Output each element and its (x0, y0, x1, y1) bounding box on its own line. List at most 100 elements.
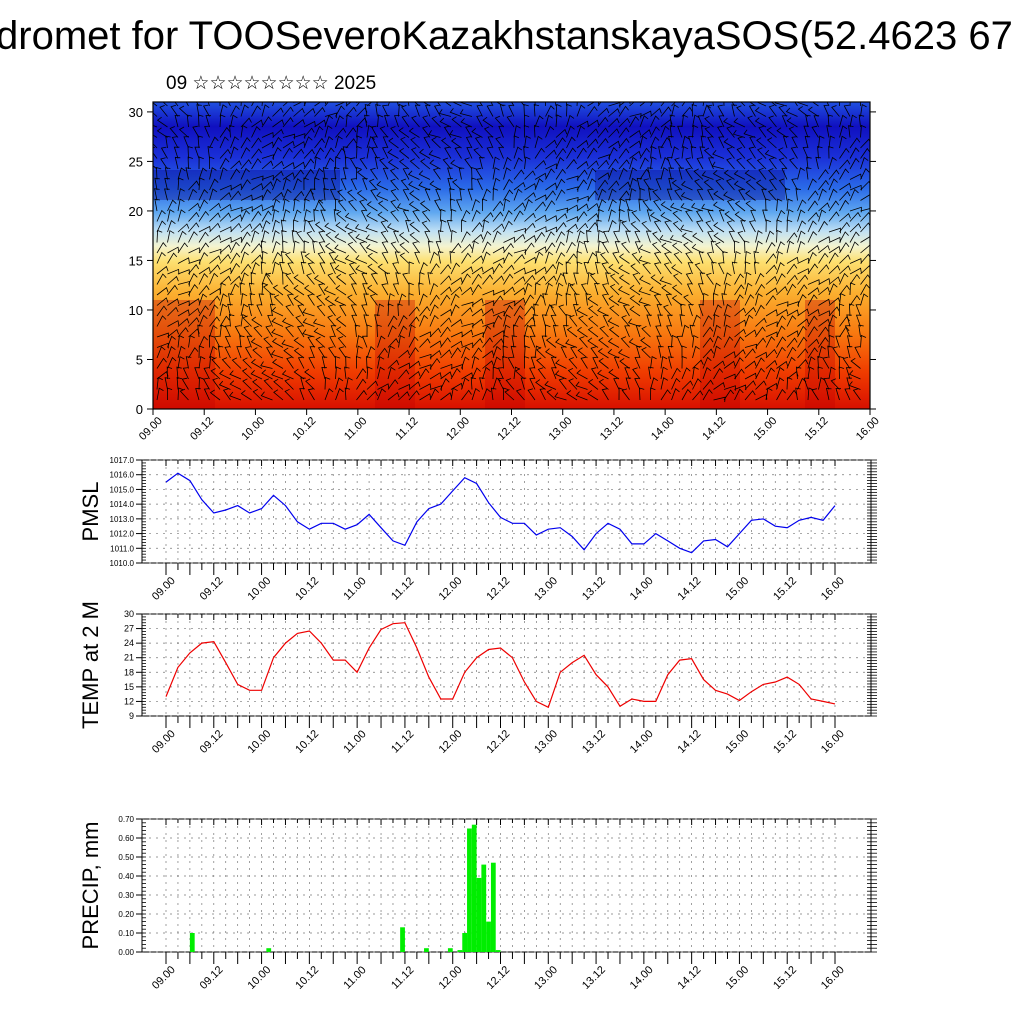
wind-barb (450, 331, 463, 338)
wind-barb (450, 387, 458, 401)
x-tick-label: 13.12 (598, 415, 626, 443)
wind-barb (650, 274, 662, 285)
plot-frame (141, 613, 872, 717)
x-tick-label: 10.00 (239, 415, 267, 443)
wind-barb (680, 303, 686, 317)
wind-barb (642, 262, 651, 275)
wind-barb (239, 335, 245, 348)
wind-barb (503, 167, 512, 180)
wind-barb (293, 337, 305, 348)
wind-barb (473, 147, 483, 159)
x-tick-label: 15.00 (723, 575, 751, 603)
wind-barb (839, 272, 849, 285)
wind-barb (598, 357, 609, 369)
wind-barb (734, 284, 745, 296)
wind-barb (303, 136, 313, 149)
wind-barb (156, 251, 166, 264)
wind-barb (482, 360, 494, 369)
wind-barb (219, 192, 232, 201)
wind-barb (479, 377, 485, 390)
wind-barb (167, 220, 176, 233)
wind-barb (335, 156, 341, 170)
wind-barb (745, 190, 756, 201)
wind-barb (568, 378, 578, 390)
wind-barb (776, 315, 786, 327)
wind-barb (818, 135, 825, 149)
wind-barb (492, 200, 504, 212)
wind-barb (555, 222, 567, 233)
y-tick-label: 0.60 (118, 834, 134, 843)
wind-barb (849, 157, 860, 170)
wind-barb (643, 178, 651, 191)
wind-barb (293, 148, 305, 159)
wind-barb (660, 377, 669, 390)
wind-barb (344, 366, 350, 380)
wind-barb (293, 274, 305, 285)
wind-barb (272, 261, 280, 275)
wind-barb (156, 287, 169, 296)
wind-barb (271, 317, 284, 327)
wind-barb (827, 114, 834, 128)
wind-barb (503, 304, 514, 317)
wind-barb (280, 251, 287, 264)
wind-barb (660, 125, 670, 138)
wind-barb (811, 125, 819, 138)
wind-barb (240, 206, 253, 212)
wind-barb (707, 209, 714, 222)
wind-barb (492, 275, 505, 285)
wind-barb (655, 178, 662, 191)
wind-barb (666, 325, 672, 338)
wind-barb (446, 220, 453, 233)
wind-barb (328, 346, 336, 359)
wind-barb (261, 210, 272, 222)
wind-barb (650, 126, 660, 138)
wind-barb (694, 262, 704, 275)
precip-bar (495, 950, 501, 952)
wind-barb (188, 247, 201, 254)
wind-barb (377, 211, 389, 222)
wind-barb (807, 263, 819, 275)
wind-barb (449, 198, 456, 212)
wind-barb (356, 117, 368, 128)
wind-barb (649, 286, 662, 296)
wind-barb (342, 146, 349, 159)
wind-barb (744, 169, 756, 180)
wind-barb (334, 244, 347, 254)
wind-barb (156, 242, 167, 254)
wind-barb (198, 314, 208, 327)
wind-barb (529, 325, 536, 338)
wind-barb (806, 156, 812, 170)
wind-barb (565, 292, 572, 306)
precip-bar (462, 933, 468, 952)
wind-barb (179, 388, 189, 401)
wind-barb (607, 348, 620, 359)
wind-barb (344, 387, 351, 401)
x-tick-label: 09.12 (198, 964, 226, 992)
wind-barb (755, 351, 768, 359)
wind-barb (723, 117, 735, 128)
wind-barb (336, 326, 347, 338)
wind-barb (630, 221, 641, 233)
wind-barb (545, 190, 556, 201)
precip-bar (400, 927, 405, 952)
wind-barb (524, 135, 531, 149)
wind-barb (209, 156, 215, 169)
wind-barb (272, 358, 284, 369)
wind-barb (795, 387, 801, 401)
wind-barb (387, 325, 397, 338)
wind-barb (230, 283, 240, 296)
wind-barb (791, 178, 798, 191)
wind-barb (281, 317, 294, 327)
wind-barb (324, 125, 333, 138)
wind-barb (860, 180, 870, 191)
wind-barb (619, 358, 630, 369)
wind-barb (398, 103, 405, 117)
wind-barb (410, 147, 420, 159)
wind-barb (198, 177, 205, 191)
y-tick-label: 1012.0 (110, 530, 135, 539)
wind-barb (692, 335, 699, 348)
wind-barb (524, 222, 536, 233)
wind-barb (185, 167, 192, 180)
wind-barb (696, 188, 704, 201)
wind-barb (828, 252, 839, 264)
